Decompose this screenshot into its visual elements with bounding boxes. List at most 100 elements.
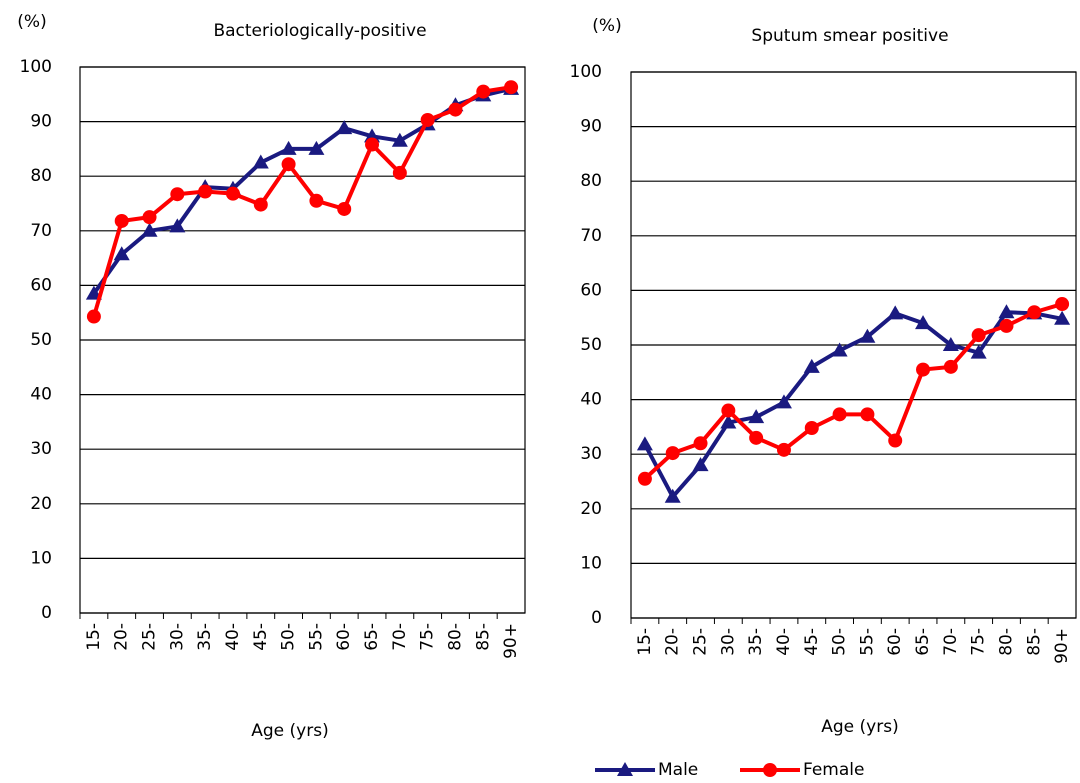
series-line bbox=[92, 86, 512, 295]
data-point bbox=[804, 420, 819, 435]
y-tick-label: 50 bbox=[30, 330, 52, 350]
y-tick-label: 60 bbox=[580, 280, 602, 300]
y-tick-label: 90 bbox=[580, 117, 602, 137]
x-tick-label: 60- bbox=[885, 628, 905, 656]
x-axis-label: Age (yrs) bbox=[821, 717, 898, 737]
series-line bbox=[91, 85, 512, 318]
y-unit: (%) bbox=[592, 16, 621, 36]
data-point bbox=[392, 165, 407, 180]
legend-marker bbox=[617, 762, 633, 776]
data-point bbox=[391, 132, 408, 147]
data-point bbox=[831, 342, 848, 357]
x-tick-label: 55- bbox=[857, 628, 877, 656]
data-point bbox=[693, 436, 708, 451]
chart-title: Sputum smear positive bbox=[751, 26, 948, 46]
y-tick-label: 100 bbox=[20, 57, 52, 77]
x-tick-label: 45- bbox=[251, 623, 271, 651]
data-point bbox=[169, 218, 186, 233]
y-tick-label: 80 bbox=[580, 171, 602, 191]
x-tick-label: 50- bbox=[279, 623, 299, 651]
x-axis-label: Age (yrs) bbox=[251, 721, 328, 741]
data-point bbox=[637, 471, 652, 486]
x-tick-label: 90+ bbox=[501, 623, 521, 659]
data-point bbox=[887, 305, 904, 320]
data-point bbox=[832, 407, 847, 422]
data-point bbox=[252, 154, 269, 169]
data-point bbox=[170, 187, 185, 202]
data-point bbox=[859, 328, 876, 343]
x-tick-label: 20- bbox=[112, 623, 132, 651]
y-tick-label: 10 bbox=[30, 548, 52, 568]
data-point bbox=[114, 213, 129, 228]
x-tick-label: 65- bbox=[362, 623, 382, 651]
x-tick-label: 75- bbox=[969, 628, 989, 656]
data-point bbox=[337, 201, 352, 216]
data-point bbox=[720, 414, 737, 429]
x-tick-label: 80- bbox=[996, 628, 1016, 656]
data-point bbox=[749, 430, 764, 445]
data-point bbox=[253, 197, 268, 212]
data-point bbox=[309, 193, 324, 208]
data-point bbox=[281, 157, 296, 172]
data-point bbox=[476, 84, 491, 99]
legend-marker bbox=[763, 763, 777, 777]
legend-label: Male bbox=[658, 760, 698, 780]
y-tick-label: 10 bbox=[580, 553, 602, 573]
y-tick-label: 50 bbox=[580, 335, 602, 355]
x-tick-label: 15- bbox=[635, 628, 655, 656]
data-point bbox=[692, 457, 709, 472]
data-point bbox=[665, 446, 680, 461]
x-tick-label: 35- bbox=[746, 628, 766, 656]
x-tick-label: 70- bbox=[941, 628, 961, 656]
y-tick-label: 100 bbox=[570, 62, 602, 82]
x-tick-label: 25- bbox=[140, 623, 160, 651]
y-tick-label: 80 bbox=[30, 166, 52, 186]
y-tick-label: 30 bbox=[580, 444, 602, 464]
data-point bbox=[970, 344, 987, 359]
x-tick-label: 35- bbox=[195, 623, 215, 651]
y-tick-label: 40 bbox=[30, 385, 52, 405]
y-tick-label: 90 bbox=[30, 112, 52, 132]
y-tick-label: 60 bbox=[30, 275, 52, 295]
x-tick-label: 30- bbox=[167, 623, 187, 651]
data-point bbox=[141, 222, 158, 237]
legend-label: Female bbox=[803, 760, 864, 780]
chart-title: Bacteriologically-positive bbox=[213, 21, 426, 41]
y-tick-label: 40 bbox=[580, 390, 602, 410]
legend-item: Female bbox=[740, 760, 864, 780]
x-tick-label: 40- bbox=[223, 623, 243, 651]
data-point bbox=[888, 433, 903, 448]
data-point bbox=[420, 112, 435, 127]
data-point bbox=[803, 358, 820, 373]
legend-item: Male bbox=[595, 760, 698, 780]
y-tick-label: 0 bbox=[41, 603, 52, 623]
x-tick-label: 45- bbox=[802, 628, 822, 656]
data-point bbox=[721, 403, 736, 418]
x-tick-label: 25- bbox=[691, 628, 711, 656]
x-tick-label: 85- bbox=[473, 623, 493, 651]
x-tick-label: 55- bbox=[306, 623, 326, 651]
data-point bbox=[448, 102, 463, 117]
data-point bbox=[113, 246, 130, 261]
x-tick-label: 90+ bbox=[1052, 628, 1072, 664]
data-point bbox=[504, 80, 519, 95]
data-point bbox=[748, 409, 765, 424]
data-point bbox=[860, 407, 875, 422]
series-line bbox=[643, 302, 1063, 481]
data-point bbox=[999, 318, 1014, 333]
x-tick-label: 40- bbox=[774, 628, 794, 656]
x-tick-label: 80- bbox=[445, 623, 465, 651]
x-tick-label: 65- bbox=[913, 628, 933, 656]
data-point bbox=[776, 442, 791, 457]
data-point bbox=[86, 309, 101, 324]
data-point bbox=[636, 436, 653, 451]
data-point bbox=[1054, 310, 1071, 325]
x-tick-label: 85- bbox=[1024, 628, 1044, 656]
data-point bbox=[308, 140, 325, 155]
y-unit: (%) bbox=[17, 12, 46, 32]
data-point bbox=[1055, 297, 1070, 312]
data-point bbox=[942, 337, 959, 351]
x-tick-label: 75- bbox=[418, 623, 438, 651]
data-point bbox=[142, 210, 157, 225]
